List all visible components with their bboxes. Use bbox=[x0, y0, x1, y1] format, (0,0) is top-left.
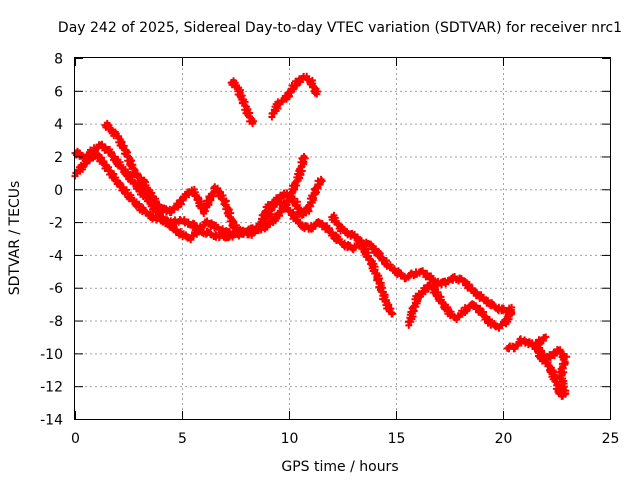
x-tick-label: 10 bbox=[281, 431, 299, 447]
series-markers bbox=[101, 119, 516, 318]
series-track-3 bbox=[101, 119, 516, 318]
y-tick-label: -2 bbox=[49, 216, 63, 232]
series-markers bbox=[404, 281, 516, 332]
y-tick-label: 0 bbox=[54, 183, 63, 199]
y-tick-label: -14 bbox=[40, 413, 63, 429]
series-track-7 bbox=[404, 281, 516, 332]
y-tick-label: -8 bbox=[49, 314, 63, 330]
plot-frame bbox=[74, 57, 611, 420]
axis-ticks: -14 -12 -10 -8 -6 -4 -2 0 2 4 6 8 0 5 10 15 20 25 bbox=[40, 52, 619, 448]
y-tick-label: 2 bbox=[54, 150, 63, 166]
x-tick-label: 15 bbox=[388, 431, 406, 447]
series-track-6 bbox=[328, 211, 396, 318]
x-tick-label: 20 bbox=[495, 431, 513, 447]
y-tick-label: -6 bbox=[49, 281, 63, 297]
series-track-8 bbox=[503, 333, 571, 400]
series-markers bbox=[503, 333, 571, 400]
series-track-4 bbox=[227, 77, 258, 128]
y-tick-label: 4 bbox=[54, 117, 63, 133]
x-axis-label: GPS time / hours bbox=[281, 459, 398, 475]
grid bbox=[75, 58, 610, 419]
data-series bbox=[71, 72, 571, 400]
series-track-5 bbox=[268, 72, 322, 121]
y-tick-label: -12 bbox=[40, 380, 63, 396]
y-tick-label: 8 bbox=[54, 52, 63, 68]
chart-title: Day 242 of 2025, Sidereal Day-to-day VTE… bbox=[58, 20, 622, 36]
x-tick-label: 5 bbox=[178, 431, 187, 447]
y-axis-label: SDTVAR / TECUs bbox=[7, 181, 23, 296]
y-tick-label: 6 bbox=[54, 84, 63, 100]
y-tick-label: -10 bbox=[40, 347, 63, 363]
x-tick-label: 0 bbox=[71, 431, 80, 447]
series-markers bbox=[227, 77, 258, 128]
y-tick-label: -4 bbox=[49, 248, 63, 264]
series-markers bbox=[328, 211, 396, 318]
x-tick-label: 25 bbox=[602, 431, 620, 447]
series-markers bbox=[268, 72, 322, 121]
